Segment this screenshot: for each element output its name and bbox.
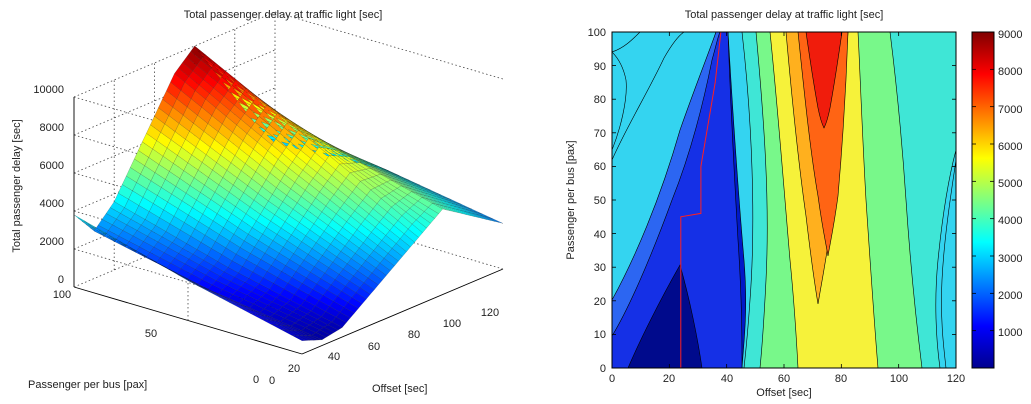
surface-face [488,217,504,224]
surface-z-axis-label: Total passenger delay [sec] [11,119,23,252]
surface-z-tick-2000: 2000 [40,236,64,248]
surface-face [81,221,97,231]
surface-z-tick-10000: 10000 [33,84,64,96]
contour-y-tick-60: 60 [594,161,606,173]
box-edge [274,11,504,80]
minimum-delay-line [680,32,722,368]
contour-y-axis-label: Passenger per bus [pax] [565,140,577,259]
contour-x-axis-label: Offset [sec] [756,387,811,399]
surface-x-axis-label: Offset [sec] [372,383,427,395]
contour-band-right-cyan [941,159,956,368]
contour-y-tick-50: 50 [594,195,606,207]
contour-y-tick-90: 90 [594,61,606,73]
contour-y-ticks: 0 10 20 30 40 50 60 70 80 90 100 [588,27,606,375]
surface-y-axis-label: Passenger per bus [pax] [28,379,147,391]
surface-title: Total passenger delay at traffic light [… [184,9,383,21]
contour-x-tick-0: 0 [609,373,615,385]
contour-y-tick-70: 70 [594,128,606,140]
colorbar-tick-4000: 4000 [998,215,1022,227]
colorbar-tick-5000: 5000 [998,178,1022,190]
contour-band-deep-navy [627,264,703,368]
surface-y-tick-100: 100 [53,289,71,301]
contour-x-tick-100: 100 [890,373,908,385]
colorbar-tick-2000: 2000 [998,290,1022,302]
surface-z-tick-4000: 4000 [40,198,64,210]
surface-x-tick-60: 60 [368,341,380,353]
colorbar-tick-9000: 9000 [998,29,1022,41]
contour-band-red [805,32,843,129]
surface-z-ticks: 0 2000 4000 6000 8000 10000 [33,84,64,286]
contour-band-left-cyan [612,32,685,161]
colorbar-tick-marks [972,31,994,332]
colorbar-tick-7000: 7000 [998,104,1022,116]
surface-z-tick-6000: 6000 [40,160,64,172]
surface-x-tick-20: 20 [288,363,300,375]
colorbar-tick-1000: 1000 [998,327,1022,339]
surface-chart: Total passenger delay at traffic light [… [11,9,504,395]
surface-y-tick-50: 50 [145,328,157,340]
contour-y-tick-10: 10 [594,329,606,341]
contour-x-tick-80: 80 [835,373,847,385]
surface-x-tick-0: 0 [269,375,275,387]
colorbar-tick-3000: 3000 [998,253,1022,265]
surface-x-tick-100: 100 [443,318,461,330]
colorbar-tick-6000: 6000 [998,141,1022,153]
surface-x-tick-120: 120 [481,307,499,319]
contour-x-ticks: 0 20 40 60 80 100 120 [609,373,965,385]
box-edge [73,11,276,98]
colorbar: 1000 2000 3000 4000 5000 6000 7000 8000 … [971,29,1022,369]
contour-fill [612,32,956,368]
contour-title: Total passenger delay at traffic light [… [685,9,884,21]
contour-y-tick-0: 0 [600,363,606,375]
surface-x-tick-40: 40 [328,351,340,363]
x-axis-line [301,268,504,355]
contour-chart: Total passenger delay at traffic light [… [565,9,1022,399]
contour-x-tick-60: 60 [778,373,790,385]
surface-x-tick-80: 80 [408,329,420,341]
contour-x-tick-40: 40 [721,373,733,385]
surface-x-ticks: 0 20 40 60 80 100 120 [269,307,499,387]
contour-tick-marks [611,31,957,369]
colorbar-gradient [971,31,995,369]
contour-x-tick-20: 20 [663,373,675,385]
colorbar-tick-8000: 8000 [998,66,1022,78]
contour-y-tick-30: 30 [594,262,606,274]
contour-band-left-lower-cyan [612,51,627,151]
contour-band-red-orange [797,32,849,257]
surface-y-ticks: 0 50 100 [53,289,259,386]
contour-y-tick-20: 20 [594,296,606,308]
surface-z-tick-0: 0 [58,274,64,286]
contour-y-tick-100: 100 [588,27,606,39]
surface-z-tick-8000: 8000 [40,122,64,134]
surface-mesh [73,45,504,341]
contour-y-tick-40: 40 [594,229,606,241]
contour-x-tick-120: 120 [947,373,965,385]
surface-y-tick-0: 0 [253,374,259,386]
surface-face [77,217,93,228]
contour-y-tick-80: 80 [594,94,606,106]
